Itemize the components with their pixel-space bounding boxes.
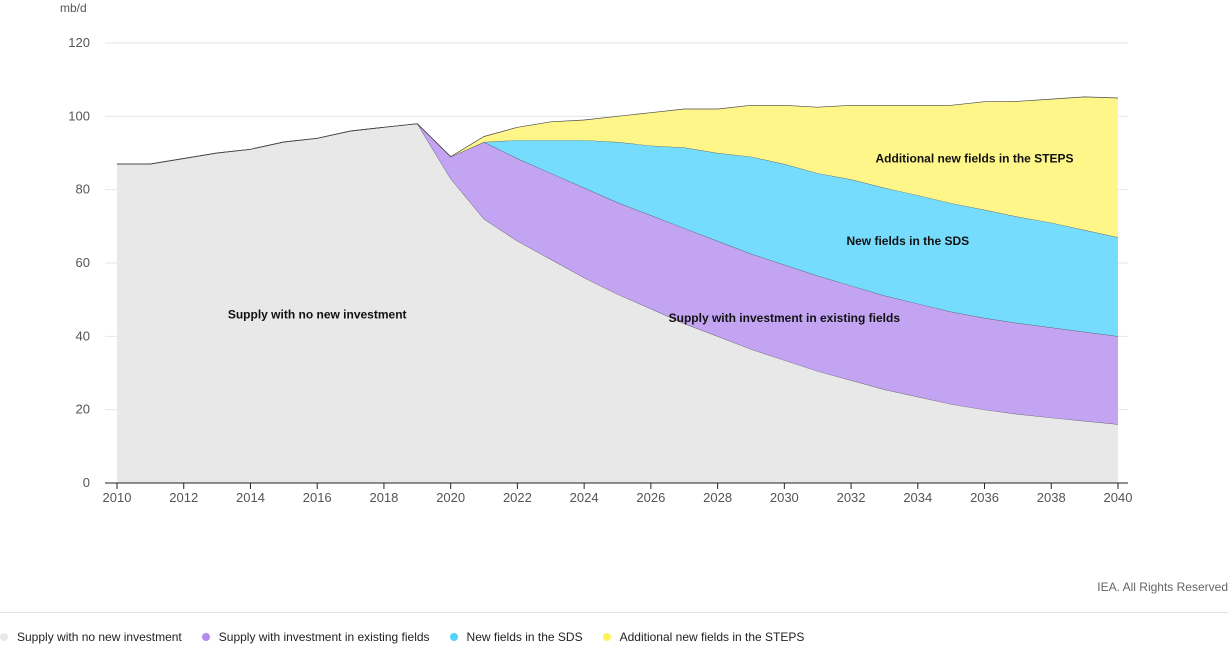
legend-item-no-new-investment[interactable]: Supply with no new investment — [0, 630, 182, 644]
x-tick-label: 2032 — [837, 490, 866, 505]
x-tick-label: 2024 — [570, 490, 599, 505]
y-tick-label: 20 — [76, 402, 90, 417]
legend-dot-icon — [201, 633, 210, 641]
x-tick-label: 2014 — [236, 490, 265, 505]
area-label: Supply with no new investment — [228, 307, 407, 321]
area-label: New fields in the SDS — [846, 234, 969, 248]
x-tick-label: 2038 — [1037, 490, 1066, 505]
area-series-3 — [117, 96, 1118, 238]
area-series — [117, 96, 1119, 483]
series-edge-3 — [117, 96, 1119, 165]
legend-label: New fields in the SDS — [466, 630, 583, 644]
area-label: Additional new fields in the STEPS — [876, 152, 1074, 166]
legend-item-new-fields-sds[interactable]: New fields in the SDS — [449, 630, 583, 644]
credit-text: IEA. All Rights Reserved — [1097, 580, 1228, 594]
legend-divider — [0, 612, 1228, 613]
x-tick-label: 2020 — [436, 490, 465, 505]
y-tick-label: 120 — [68, 35, 90, 50]
y-tick-label: 60 — [76, 255, 90, 270]
x-tick-label: 2012 — [169, 490, 198, 505]
y-tick-label: 0 — [83, 475, 90, 490]
x-tick-label: 2022 — [503, 490, 532, 505]
x-tick-label: 2036 — [970, 490, 999, 505]
x-tick-label: 2010 — [103, 490, 132, 505]
area-series-1 — [117, 123, 1118, 425]
area-series-2 — [117, 123, 1118, 337]
y-tick-label: 40 — [76, 328, 90, 343]
y-unit-label: mb/d — [60, 1, 87, 15]
legend-dot-icon — [0, 633, 8, 641]
area-series-0 — [117, 123, 1118, 483]
area-labels: Supply with no new investment Supply with… — [228, 152, 1074, 326]
legend: Supply with no new investment Supply wit… — [0, 630, 824, 644]
x-tick-label: 2026 — [636, 490, 665, 505]
x-tick-label: 2040 — [1104, 490, 1133, 505]
x-tick-label: 2034 — [903, 490, 932, 505]
x-tick-label: 2030 — [770, 490, 799, 505]
y-tick-label: 100 — [68, 108, 90, 123]
y-tick-label: 80 — [76, 182, 90, 197]
area-label: Supply with investment in existing field… — [669, 311, 901, 325]
legend-label: Supply with no new investment — [17, 630, 182, 644]
legend-item-existing-fields[interactable]: Supply with investment in existing field… — [201, 630, 430, 644]
x-tick-label: 2018 — [369, 490, 398, 505]
legend-dot-icon — [449, 633, 458, 641]
legend-label: Supply with investment in existing field… — [218, 630, 430, 644]
legend-item-additional-steps[interactable]: Additional new fields in the STEPS — [602, 630, 805, 644]
x-tick-label: 2016 — [303, 490, 332, 505]
legend-dot-icon — [602, 633, 611, 641]
legend-label: Additional new fields in the STEPS — [619, 630, 805, 644]
x-tick-label: 2028 — [703, 490, 732, 505]
